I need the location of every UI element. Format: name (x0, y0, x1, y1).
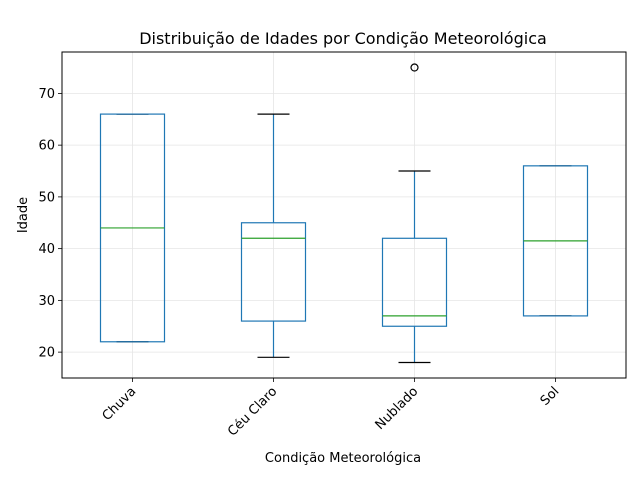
plot-area-frame (61, 51, 627, 379)
y-tick-label: 20 (38, 346, 55, 361)
x-tick-label: Chuva (100, 384, 140, 424)
iqr-box (381, 237, 448, 327)
x-axis-ticks: Chuva Céu Claro Nublado Sol (100, 378, 563, 439)
y-tick-label: 70 (38, 87, 55, 102)
x-axis-label: Condição Meteorológica (265, 451, 421, 466)
x-tick-label: Sol (538, 384, 563, 409)
grid-layer (62, 52, 626, 378)
y-tick-label: 30 (38, 294, 55, 309)
x-tick-label: Céu Claro (225, 384, 280, 439)
y-axis-label: Idade (16, 197, 31, 233)
box-layer (99, 63, 589, 364)
outlier-point (410, 63, 419, 72)
y-tick-label: 40 (38, 242, 55, 257)
box-1 (240, 113, 307, 358)
box-3 (522, 165, 589, 317)
chart-title: Distribuição de Idades por Condição Mete… (139, 29, 547, 48)
box-2 (381, 63, 448, 364)
x-tick-label: Nublado (373, 384, 422, 433)
y-tick-label: 60 (38, 139, 55, 154)
box-0 (99, 113, 166, 343)
y-axis-ticks: 20 30 40 50 60 70 (38, 87, 62, 361)
iqr-box (240, 222, 307, 322)
y-tick-label: 50 (38, 190, 55, 205)
